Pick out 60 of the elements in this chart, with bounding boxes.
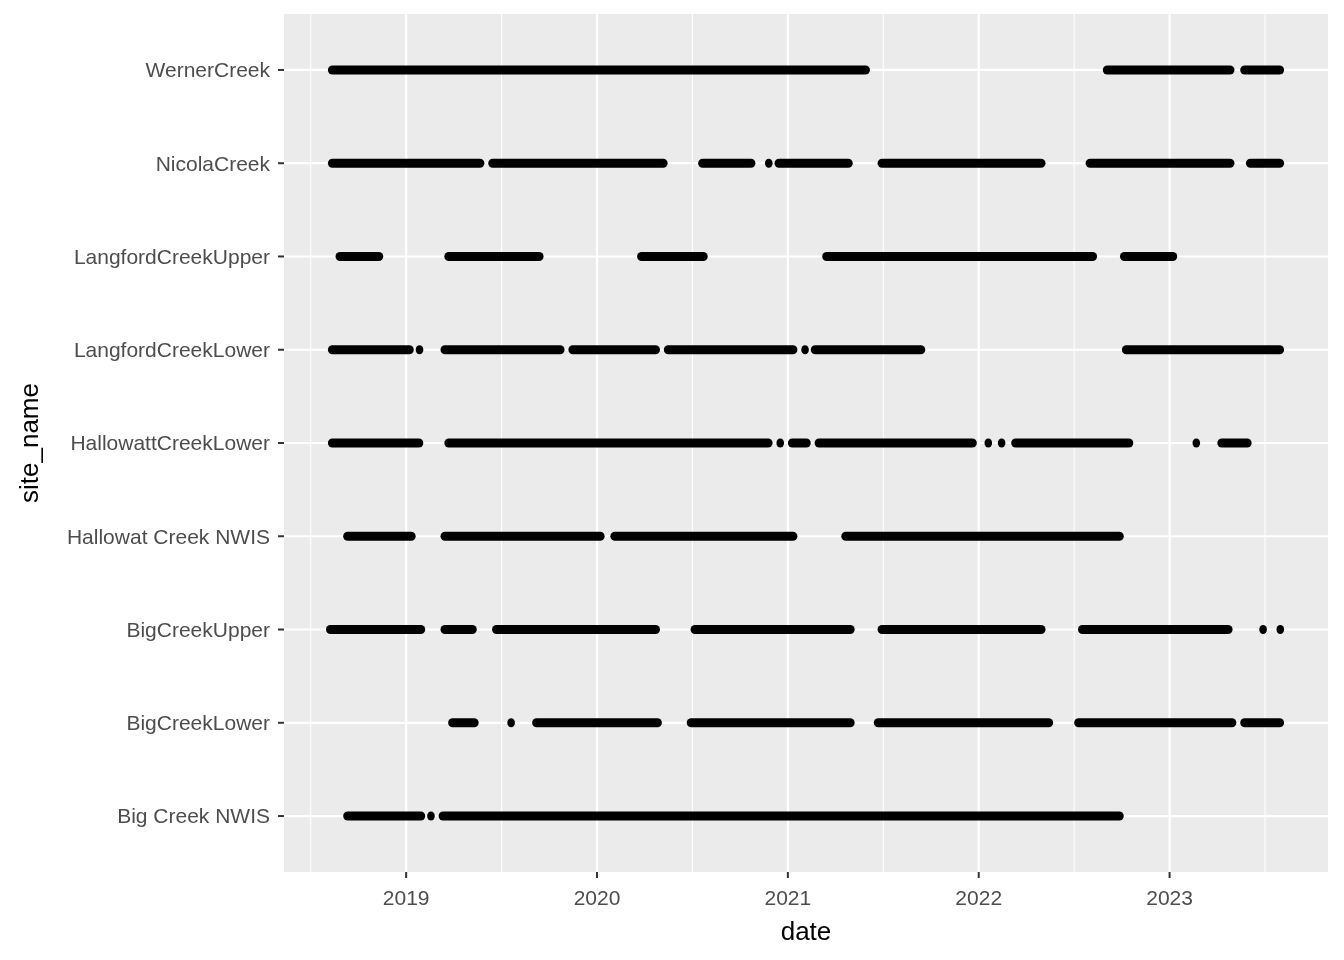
- bar: [686, 718, 855, 728]
- bar: [877, 158, 1046, 168]
- bar: [810, 345, 926, 355]
- bar: [440, 531, 605, 541]
- bar: [327, 345, 414, 355]
- x-tick-label: 2020: [573, 886, 621, 909]
- y-tick-label: Hallowat Creek NWIS: [66, 524, 270, 548]
- bar: [1121, 345, 1285, 355]
- bar: [532, 718, 662, 728]
- bar: [343, 811, 426, 821]
- bar: [335, 251, 384, 261]
- bar: [438, 811, 1124, 821]
- bar: [327, 158, 485, 168]
- x-tick-label: 2019: [382, 886, 430, 909]
- x-tick-label: 2022: [955, 886, 1003, 909]
- bar: [698, 158, 756, 168]
- y-tick-label: Big Creek NWIS: [117, 804, 270, 828]
- x-tick-label: 2023: [1146, 886, 1193, 909]
- bar: [814, 438, 977, 448]
- bar: [488, 158, 668, 168]
- x-tick-label: 2021: [764, 886, 812, 909]
- bar: [325, 625, 426, 635]
- bar: [774, 158, 853, 168]
- bar: [877, 625, 1046, 635]
- bar: [1011, 438, 1134, 448]
- bar: [1217, 438, 1252, 448]
- bar: [610, 531, 798, 541]
- y-axis-title: site_name: [14, 383, 44, 503]
- bar: [440, 345, 565, 355]
- bar: [444, 251, 544, 261]
- bar: [1074, 718, 1237, 728]
- x-axis-title: date: [780, 916, 832, 946]
- y-tick-label: WernerCreek: [145, 58, 271, 82]
- bar: [663, 345, 798, 355]
- y-tick-label: BigCreekUpper: [126, 617, 270, 641]
- bar: [1119, 251, 1178, 261]
- bar: [343, 531, 416, 541]
- bar: [1240, 718, 1285, 728]
- bar: [1102, 65, 1235, 75]
- bar: [444, 438, 773, 448]
- bar: [1245, 158, 1285, 168]
- bar: [1240, 65, 1285, 75]
- y-tick-label: LangfordCreekUpper: [73, 244, 270, 268]
- bar: [1085, 158, 1235, 168]
- bar: [440, 625, 477, 635]
- y-tick-label: BigCreekLower: [126, 711, 270, 735]
- bar: [1077, 625, 1233, 635]
- bar: [327, 438, 424, 448]
- y-tick-label: LangfordCreekLower: [73, 338, 270, 362]
- bar: [690, 625, 855, 635]
- y-tick-label: NicolaCreek: [155, 151, 271, 175]
- bar: [568, 345, 660, 355]
- y-tick-label: HallowattCreekLower: [70, 431, 270, 455]
- bar: [448, 718, 479, 728]
- bar: [492, 625, 660, 635]
- bar: [327, 65, 870, 75]
- bar: [637, 251, 708, 261]
- bar: [873, 718, 1054, 728]
- bar: [841, 531, 1124, 541]
- bar: [822, 251, 1098, 261]
